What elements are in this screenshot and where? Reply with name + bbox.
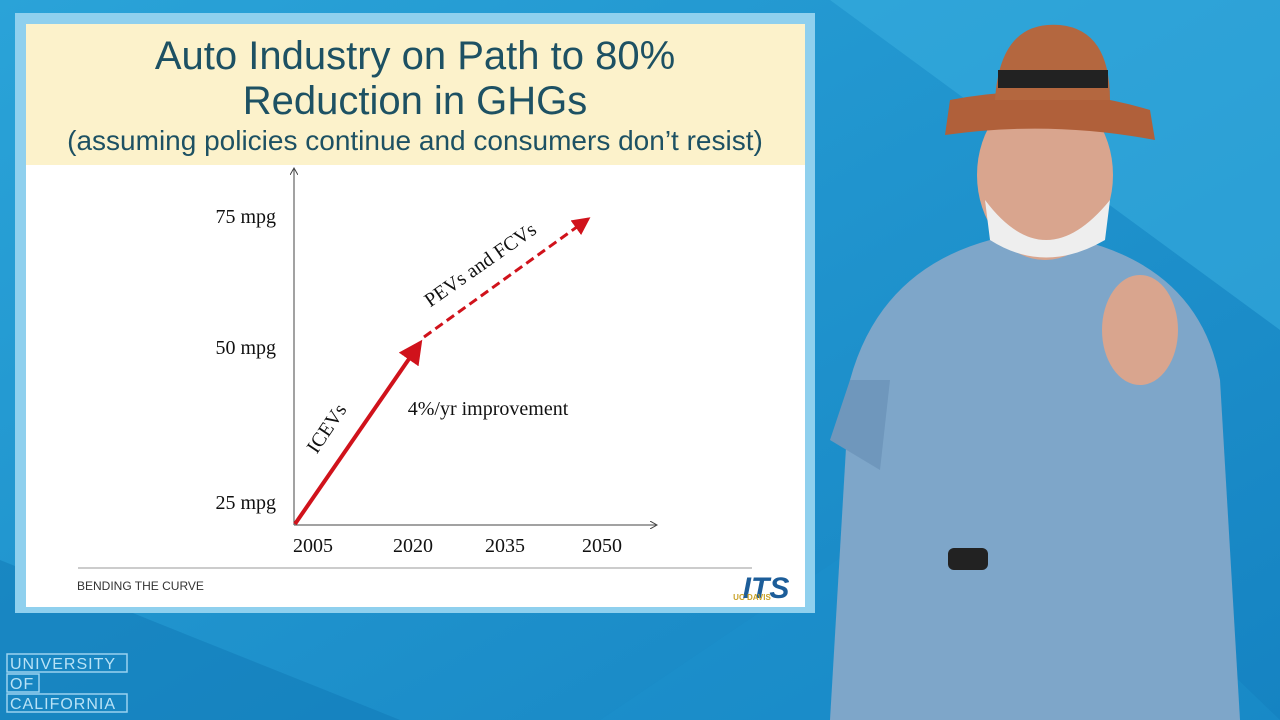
y-label: 75 mpg <box>215 206 276 228</box>
x-label: 2035 <box>485 535 525 557</box>
watermark: OF <box>10 676 34 693</box>
y-label: 25 mpg <box>215 492 276 514</box>
watermark: UNIVERSITY <box>10 656 116 673</box>
logo-small: UC DAVIS <box>733 593 771 602</box>
title-band <box>26 24 805 165</box>
icev-arrow <box>293 339 423 526</box>
annotation: 4%/yr improvement <box>408 398 569 420</box>
watermark: CALIFORNIA <box>10 696 116 713</box>
x-label: 2020 <box>393 535 433 557</box>
y-label: 50 mpg <box>215 337 276 359</box>
title: Reduction in GHGs <box>243 79 588 123</box>
title: Auto Industry on Path to 80% <box>155 34 675 78</box>
x-label: 2050 <box>582 535 622 557</box>
footer: BENDING THE CURVE <box>77 579 204 593</box>
presenter <box>830 24 1240 720</box>
subtitle: (assuming policies continue and consumer… <box>67 125 763 156</box>
pev-arrow <box>423 217 591 339</box>
uc-logo <box>6 653 128 713</box>
logo: ITS <box>743 572 790 605</box>
x-label: 2005 <box>293 535 333 557</box>
